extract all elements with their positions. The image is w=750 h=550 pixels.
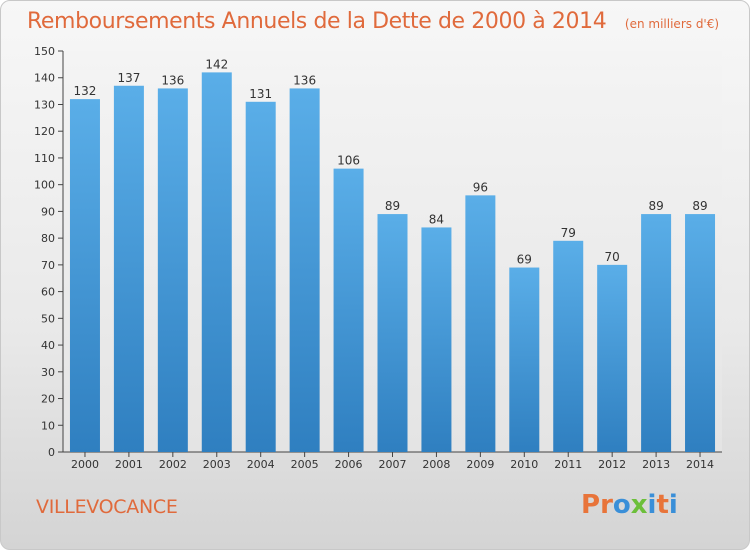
logo-letter: r xyxy=(600,490,613,520)
value-label-2000: 132 xyxy=(74,84,97,98)
bar-2011 xyxy=(553,240,584,452)
bar-2001 xyxy=(113,85,144,453)
logo-letter: i xyxy=(668,490,678,520)
bar-2003 xyxy=(201,72,232,453)
x-tick-label: 2007 xyxy=(379,458,407,471)
value-label-2013: 89 xyxy=(648,199,663,213)
value-label-2002: 136 xyxy=(161,73,184,87)
y-tick-label: 80 xyxy=(41,232,55,245)
x-tick-label: 2006 xyxy=(335,458,363,471)
bar-2012 xyxy=(597,264,628,452)
bar-2010 xyxy=(509,267,540,452)
x-tick-label: 2003 xyxy=(203,458,231,471)
y-tick-label: 20 xyxy=(41,393,55,406)
x-tick-label: 2004 xyxy=(247,458,275,471)
logo-letter: o xyxy=(612,490,631,520)
y-axis: 0 10 20 30 40 50 60 70 80 90 100 110 120 130 140 150 xyxy=(34,45,64,459)
bar-2000 xyxy=(69,99,100,453)
value-label-2006: 106 xyxy=(337,154,360,168)
bar-2014 xyxy=(685,214,716,452)
chart-title: Remboursements Annuels de la Dette de 20… xyxy=(27,9,719,34)
x-tick-label: 2000 xyxy=(71,458,99,471)
x-tick-label: 2009 xyxy=(466,458,494,471)
value-label-2014: 89 xyxy=(692,199,707,213)
y-tick-label: 120 xyxy=(34,125,55,138)
y-tick-label: 110 xyxy=(34,152,55,165)
value-label-2012: 70 xyxy=(605,250,620,264)
x-tick-label: 2005 xyxy=(291,458,319,471)
bars xyxy=(69,72,716,453)
x-tick-label: 2012 xyxy=(598,458,626,471)
bar-2004 xyxy=(245,101,276,452)
logo-letter: t xyxy=(656,490,669,520)
x-tick-label: 2010 xyxy=(510,458,538,471)
y-tick-label: 40 xyxy=(41,339,55,352)
y-tick-label: 150 xyxy=(34,45,55,58)
y-tick-label: 50 xyxy=(41,312,55,325)
commune-name: VILLEVOCANCE xyxy=(36,496,178,518)
bar-2005 xyxy=(289,88,320,452)
bar-2007 xyxy=(377,214,408,452)
value-label-2001: 137 xyxy=(117,71,140,85)
y-tick-label: 100 xyxy=(34,179,55,192)
value-label-2003: 142 xyxy=(205,57,228,71)
x-tick-label: 2013 xyxy=(642,458,670,471)
x-tick-label: 2008 xyxy=(422,458,450,471)
logo-letter: i xyxy=(647,490,657,520)
value-labels: 132 137 136 142 131 136 106 89 84 96 69 79 70 89 89 xyxy=(74,57,708,266)
x-tick-label: 2014 xyxy=(686,458,714,471)
y-tick-label: 30 xyxy=(41,366,55,379)
x-axis: 2000 2001 2002 2003 2004 2005 2006 2007 2008 2009… xyxy=(63,451,722,471)
y-tick-label: 10 xyxy=(41,419,55,432)
y-tick-label: 70 xyxy=(41,259,55,272)
x-tick-label: 2002 xyxy=(159,458,187,471)
logo-letter: x xyxy=(630,490,648,520)
y-tick-label: 0 xyxy=(48,446,55,459)
chart-title-text: Remboursements Annuels de la Dette de 20… xyxy=(27,9,607,34)
logo-letter: P xyxy=(581,490,601,520)
y-tick-label: 130 xyxy=(34,98,55,111)
value-label-2011: 79 xyxy=(561,226,576,240)
proxiti-logo: Proxiti xyxy=(581,490,678,520)
value-label-2008: 84 xyxy=(429,212,444,226)
y-tick-label: 60 xyxy=(41,286,55,299)
y-tick-label: 140 xyxy=(34,72,55,85)
chart-subtitle: (en milliers d'€) xyxy=(624,17,720,31)
bar-2009 xyxy=(465,195,496,453)
bar-2006 xyxy=(333,168,364,453)
y-tick-label: 90 xyxy=(41,205,55,218)
bar-2002 xyxy=(157,88,188,452)
value-label-2004: 131 xyxy=(249,87,272,101)
bar-2013 xyxy=(641,214,672,452)
bar-2008 xyxy=(421,227,452,452)
value-label-2010: 69 xyxy=(517,253,532,267)
value-label-2009: 96 xyxy=(473,180,488,194)
x-tick-label: 2001 xyxy=(115,458,143,471)
value-label-2007: 89 xyxy=(385,199,400,213)
x-tick-label: 2011 xyxy=(554,458,582,471)
value-label-2005: 136 xyxy=(293,73,316,87)
